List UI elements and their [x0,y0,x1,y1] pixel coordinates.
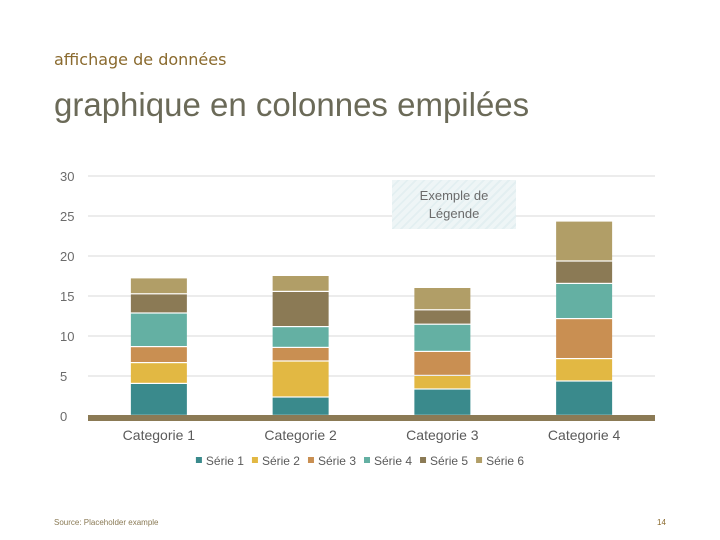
legend-label: Série 3 [318,454,356,468]
legend-example-line2: Légende [428,205,480,221]
legend-item: Série 1 [195,454,244,468]
y-tick-label: 25 [60,209,74,224]
bar-segment [414,352,471,375]
legend-item: Série 3 [307,454,356,468]
legend-example-line1: Exemple de [419,187,489,203]
bar-segment [556,284,613,318]
bar-segment [130,278,187,294]
bar-segment [272,361,329,397]
bar-segment [556,359,613,381]
bar-segment [414,324,471,351]
x-category-label: Categorie 2 [264,427,337,443]
y-tick-label: 10 [60,329,74,344]
x-category-label: Categorie 3 [406,427,479,443]
x-axis-baseline [88,415,655,421]
y-tick-label: 30 [60,169,74,184]
legend-item: Série 2 [251,454,300,468]
bar-segment [130,363,187,383]
bar-segment [556,261,613,283]
bar-segment [414,389,471,415]
bar-segment [130,294,187,313]
legend-label: Série 4 [374,454,412,468]
bar-segment [272,327,329,347]
bar-segment [130,313,187,346]
bar-segment [272,276,329,291]
legend-label: Série 5 [430,454,468,468]
legend-swatch [307,457,314,463]
bar-segment [414,288,471,310]
legend-swatch [476,457,483,463]
bar-segment [556,221,613,261]
bar-segment [272,292,329,326]
legend-label: Série 6 [486,454,524,468]
legend-item: Série 6 [476,454,524,468]
bar-segment [414,376,471,389]
legend-label: Série 2 [262,454,300,468]
x-category-label: Categorie 1 [123,427,196,443]
legend-swatch [420,457,427,463]
legend-swatch [364,457,370,463]
legend-item: Série 4 [364,454,412,468]
y-tick-label: 20 [60,249,74,264]
source-note: Source: Placeholder example [54,518,159,527]
bar-segment [556,319,613,358]
y-tick-label: 0 [60,409,67,424]
bar-segment [272,397,329,415]
bar-segment [556,381,613,415]
legend-swatch [195,457,202,463]
bar-segment [130,384,187,415]
legend-label: Série 1 [206,454,244,468]
legend-example-box: Exemple de Légende [392,180,516,229]
bar-segment [272,348,329,361]
page-title: graphique en colonnes empilées [54,86,530,123]
y-tick-label: 15 [60,289,74,304]
legend-item: Série 5 [420,454,468,468]
y-tick-label: 5 [60,369,67,384]
section-kicker: affichage de données [54,50,227,69]
bar-segment [130,347,187,362]
page-number: 14 [657,518,666,527]
legend-swatch [251,457,258,463]
bar-segment [414,310,471,324]
x-category-label: Categorie 4 [548,427,621,443]
